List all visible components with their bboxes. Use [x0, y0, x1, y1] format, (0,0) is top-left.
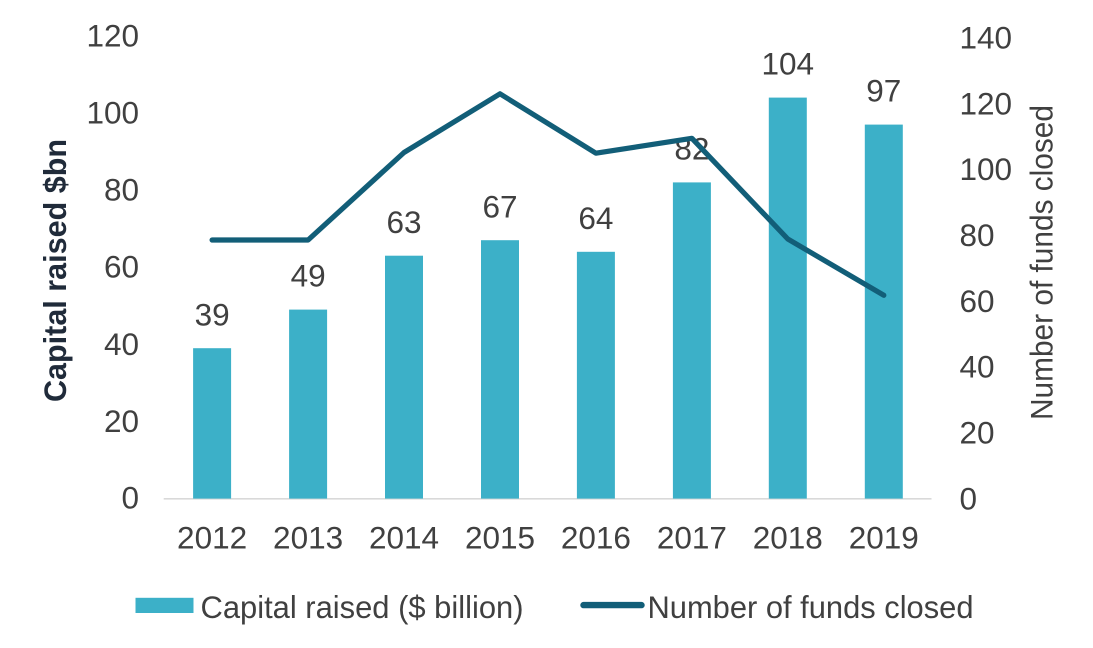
- svg-text:80: 80: [104, 172, 139, 208]
- svg-text:104: 104: [762, 46, 815, 82]
- svg-text:97: 97: [866, 73, 901, 109]
- svg-text:64: 64: [578, 200, 613, 236]
- svg-text:2012: 2012: [177, 519, 247, 555]
- svg-text:0: 0: [121, 480, 139, 516]
- svg-text:100: 100: [86, 95, 139, 131]
- svg-text:2016: 2016: [561, 519, 631, 555]
- svg-text:80: 80: [960, 217, 995, 253]
- svg-text:63: 63: [386, 204, 421, 240]
- svg-text:2013: 2013: [273, 519, 343, 555]
- svg-text:120: 120: [960, 85, 1013, 121]
- svg-text:40: 40: [104, 326, 139, 362]
- svg-text:49: 49: [291, 258, 326, 294]
- svg-text:Capital raised $bn: Capital raised $bn: [37, 139, 73, 402]
- svg-text:2015: 2015: [465, 519, 535, 555]
- svg-text:20: 20: [104, 403, 139, 439]
- svg-text:2017: 2017: [657, 519, 727, 555]
- svg-text:2018: 2018: [753, 519, 823, 555]
- svg-text:2019: 2019: [849, 519, 919, 555]
- svg-text:Number of funds closed: Number of funds closed: [1024, 105, 1060, 420]
- svg-text:0: 0: [960, 480, 978, 516]
- svg-text:39: 39: [195, 296, 230, 332]
- svg-text:60: 60: [104, 249, 139, 285]
- svg-text:Number of funds closed: Number of funds closed: [648, 589, 974, 625]
- svg-text:67: 67: [482, 188, 517, 224]
- svg-text:Capital raised ($ billion): Capital raised ($ billion): [201, 589, 524, 625]
- svg-text:140: 140: [960, 20, 1013, 56]
- svg-text:60: 60: [960, 283, 995, 319]
- svg-text:100: 100: [960, 151, 1013, 187]
- svg-text:20: 20: [960, 415, 995, 451]
- svg-text:40: 40: [960, 349, 995, 385]
- svg-text:120: 120: [86, 17, 139, 53]
- svg-text:2014: 2014: [369, 519, 439, 555]
